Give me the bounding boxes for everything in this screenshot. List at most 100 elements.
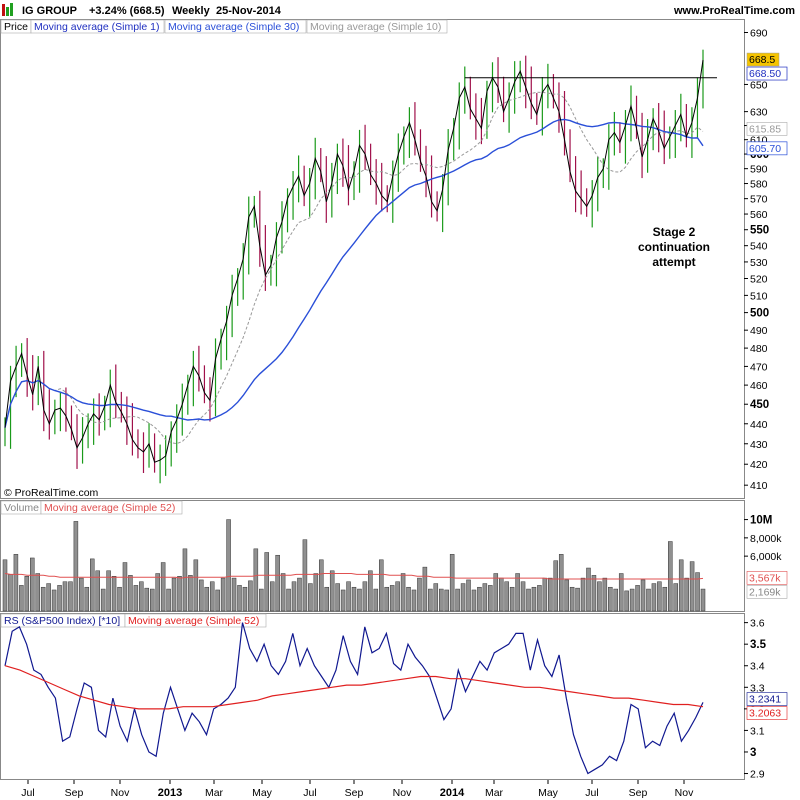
volume-bar — [433, 583, 439, 612]
volume-bar — [122, 562, 128, 612]
volume-bar — [79, 577, 84, 612]
volume-bar — [275, 554, 280, 612]
x-tick-label: May — [538, 787, 559, 799]
volume-bar — [259, 588, 264, 612]
x-tick-label: Nov — [675, 787, 694, 799]
volume-bar — [379, 559, 384, 612]
volume-series: 3,567k 2,169k — [2, 519, 788, 612]
header-date: 25-Nov-2014 — [216, 5, 282, 17]
ma10-badge — [746, 122, 788, 136]
volume-bar — [106, 570, 111, 612]
rs-value-badge — [746, 692, 788, 706]
rs-tick-label: 3.4 — [750, 661, 765, 673]
volume-legend: Volume Moving average (Simple 52) — [0, 500, 183, 515]
volume-bar — [248, 580, 253, 612]
price-tick-label: 430 — [750, 439, 768, 451]
volume-tick-label: 8,000k — [750, 533, 782, 545]
volume-bar — [689, 561, 695, 612]
legend-price: Price — [4, 21, 28, 33]
volume-bar — [646, 588, 651, 612]
volume-bar — [62, 581, 68, 612]
volume-bar — [466, 579, 471, 612]
volume-bar — [368, 570, 373, 612]
price-tick-label: 460 — [750, 380, 768, 392]
volume-bar — [471, 589, 477, 612]
volume-bar — [117, 586, 122, 612]
volume-bar — [455, 588, 460, 612]
volume-bar — [220, 577, 226, 612]
close-line — [4, 59, 704, 463]
copyright-label: © ProRealTime.com — [4, 487, 99, 499]
volume-bar — [526, 588, 531, 612]
price-tick-label: 500 — [750, 308, 769, 320]
volume-bar — [90, 558, 95, 612]
volume-ma-value-label: 3,567k — [749, 572, 781, 584]
price-tick-label: 510 — [750, 290, 768, 302]
price-tick-label: 550 — [750, 225, 769, 237]
volume-bar — [128, 575, 133, 612]
ma30-badge — [746, 141, 788, 156]
volume-bar — [351, 586, 357, 612]
volume-bar — [2, 559, 8, 612]
volume-bar — [19, 585, 24, 612]
volume-bar — [482, 583, 488, 612]
volume-bar — [155, 573, 160, 612]
volume-bar — [537, 585, 542, 612]
volume-bar — [395, 581, 400, 612]
volume-bar — [68, 581, 73, 612]
price-tick-label: 690 — [750, 28, 768, 40]
ma1-value-label: 668.50 — [749, 68, 781, 80]
volume-bar — [329, 570, 335, 612]
volume-bar — [635, 585, 640, 612]
volume-bar — [444, 589, 449, 612]
volume-bar — [558, 554, 564, 612]
rs-tick-label: 3.3 — [750, 682, 765, 694]
last-price-badge — [746, 52, 780, 67]
volume-bar — [291, 581, 297, 612]
volume-bar — [357, 588, 362, 612]
rs-line — [4, 622, 704, 775]
volume-bar — [297, 577, 302, 612]
volume-bar — [624, 590, 629, 612]
volume-bar — [509, 586, 515, 612]
x-tick-label: 2013 — [158, 787, 182, 799]
volume-bar — [498, 577, 504, 612]
legend-ma30: Moving average (Simple 30) — [168, 21, 299, 33]
volume-bar — [569, 586, 575, 612]
legend-rs: RS (S&P500 Index) [*10] — [4, 615, 120, 627]
volume-last-badge — [746, 585, 788, 599]
volume-bar — [269, 581, 275, 612]
volume-bar — [95, 570, 100, 612]
x-tick-label: Nov — [111, 787, 130, 799]
volume-bar — [629, 588, 635, 612]
price-tick-label: 420 — [750, 459, 768, 471]
volume-bar — [253, 548, 259, 612]
volume-bar — [608, 586, 613, 612]
price-tick-label: 410 — [750, 480, 768, 492]
volume-bar — [171, 577, 177, 612]
volume-bar — [111, 576, 117, 612]
volume-bar — [182, 548, 188, 612]
price-tick-label: 560 — [750, 209, 768, 221]
price-tick-label: 590 — [750, 164, 768, 176]
price-tick-label: 630 — [750, 107, 768, 119]
volume-bar — [193, 559, 199, 612]
rs-ma-value-label: 3.2063 — [749, 708, 781, 720]
volume-bar — [439, 588, 444, 612]
annotation-line-1: Stage 2 — [653, 225, 696, 239]
volume-bar — [160, 562, 166, 612]
volume-bar — [542, 577, 548, 612]
volume-bar — [199, 579, 204, 612]
volume-bar — [422, 566, 428, 612]
header-period: Weekly — [172, 5, 211, 17]
volume-ma-badge — [746, 571, 788, 585]
volume-bar — [640, 579, 646, 612]
x-tick-label: Sep — [629, 787, 648, 799]
volume-bar — [597, 581, 602, 612]
volume-bar — [548, 577, 553, 612]
price-tick-label: 490 — [750, 325, 768, 337]
volume-bar — [302, 539, 308, 612]
volume-bar — [286, 588, 291, 612]
rs-series: 3.2341 3.2063 — [4, 622, 788, 775]
volume-bar — [100, 588, 106, 612]
